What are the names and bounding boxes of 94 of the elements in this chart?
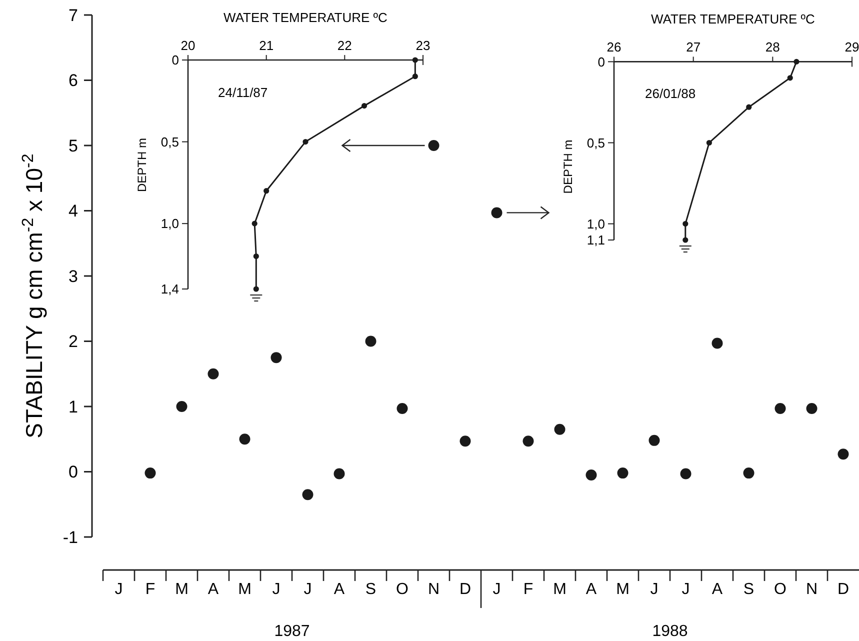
- x-tick-label: D: [459, 581, 472, 598]
- point: [412, 57, 418, 63]
- x-tick-label: A: [712, 581, 723, 598]
- point: [412, 74, 418, 80]
- point: [428, 140, 440, 151]
- x-tick-label: A: [208, 581, 219, 598]
- x-tick-label: 28: [765, 40, 780, 55]
- y-tick-label: 1,0: [586, 216, 605, 232]
- y-tick-label: -1: [62, 528, 78, 547]
- x-axis-title: WATER TEMPERATURE ºC: [224, 10, 388, 25]
- x-tick-label: S: [365, 581, 376, 598]
- y-tick-label: 1,0: [160, 216, 179, 232]
- x-axis-title: WATER TEMPERATURE ºC: [651, 12, 815, 27]
- point: [787, 75, 793, 81]
- point: [706, 140, 712, 146]
- x-tick-label: A: [334, 581, 345, 598]
- x-tick-label: J: [682, 581, 690, 598]
- point: [682, 220, 688, 227]
- x-tick-label: D: [837, 581, 850, 598]
- point: [648, 434, 660, 446]
- point: [365, 336, 376, 347]
- point: [252, 220, 258, 226]
- x-tick-label: O: [774, 581, 786, 598]
- y-tick-label: 0: [172, 52, 179, 68]
- point: [680, 468, 692, 480]
- y-tick-label: 0,5: [160, 134, 179, 150]
- y-tick-label: 6: [68, 71, 78, 90]
- x-tick-label: M: [616, 581, 630, 598]
- y-tick-label: 1,4: [160, 282, 179, 297]
- y-tick-label: 7: [68, 6, 78, 25]
- y-tick-label: 0,5: [586, 135, 605, 150]
- y-tick-label: 1,1: [586, 232, 605, 248]
- x-tick-label: S: [743, 581, 754, 598]
- point: [253, 253, 259, 260]
- x-tick-label: O: [396, 581, 408, 598]
- y-tick-label: 0: [598, 54, 605, 70]
- y-axis-title: DEPTH m: [561, 140, 575, 194]
- y-tick-label: 1: [68, 397, 78, 416]
- point: [396, 402, 408, 414]
- annotation: 26/01/88: [645, 86, 696, 101]
- x-tick-label: A: [586, 581, 597, 598]
- annotation: 24/11/87: [218, 85, 268, 100]
- point: [617, 468, 628, 479]
- x-tick-label: 22: [337, 38, 352, 53]
- point: [253, 286, 259, 292]
- point: [302, 138, 308, 145]
- x-tick-label: N: [428, 581, 440, 598]
- y-tick-label: 0: [68, 462, 78, 482]
- x-tick-label: F: [145, 581, 156, 598]
- x-tick-label: J: [114, 581, 123, 598]
- x-tick-label: J: [650, 581, 658, 598]
- point: [522, 436, 534, 447]
- point: [491, 207, 502, 218]
- point: [682, 237, 688, 243]
- x-tick-label: M: [238, 581, 252, 598]
- x-tick-label: F: [523, 581, 534, 598]
- point: [838, 448, 849, 460]
- point: [239, 434, 250, 445]
- point: [806, 402, 818, 414]
- text: 1988: [652, 623, 688, 640]
- point: [746, 104, 752, 110]
- point: [743, 468, 754, 479]
- x-tick-label: J: [304, 581, 312, 598]
- point: [586, 470, 597, 481]
- point: [460, 436, 471, 447]
- x-tick-label: 29: [844, 40, 859, 55]
- point: [270, 352, 282, 364]
- point: [144, 468, 156, 479]
- point: [264, 188, 270, 194]
- x-tick-label: 21: [259, 38, 274, 53]
- point: [208, 368, 219, 380]
- x-tick-label: 26: [606, 40, 622, 55]
- point: [774, 402, 786, 414]
- point: [712, 338, 723, 349]
- point: [334, 468, 345, 480]
- point: [554, 424, 566, 435]
- y-tick-label: 2: [68, 332, 78, 352]
- y-axis-title: DEPTH m: [135, 138, 149, 192]
- x-tick-label: M: [175, 581, 188, 598]
- point: [176, 401, 188, 412]
- text: 1987: [274, 623, 310, 640]
- point: [302, 489, 314, 500]
- x-tick-label: J: [272, 581, 280, 598]
- x-tick-label: N: [806, 581, 818, 598]
- y-tick-label: 5: [68, 136, 78, 156]
- x-tick-label: M: [553, 581, 566, 598]
- x-tick-label: J: [492, 581, 501, 598]
- x-tick-label: 20: [180, 38, 196, 53]
- y-tick-label: 3: [68, 266, 78, 286]
- x-tick-label: 23: [416, 38, 430, 53]
- point: [361, 103, 368, 109]
- x-tick-label: 27: [686, 40, 701, 55]
- y-tick-label: 4: [68, 202, 78, 221]
- point: [794, 58, 800, 64]
